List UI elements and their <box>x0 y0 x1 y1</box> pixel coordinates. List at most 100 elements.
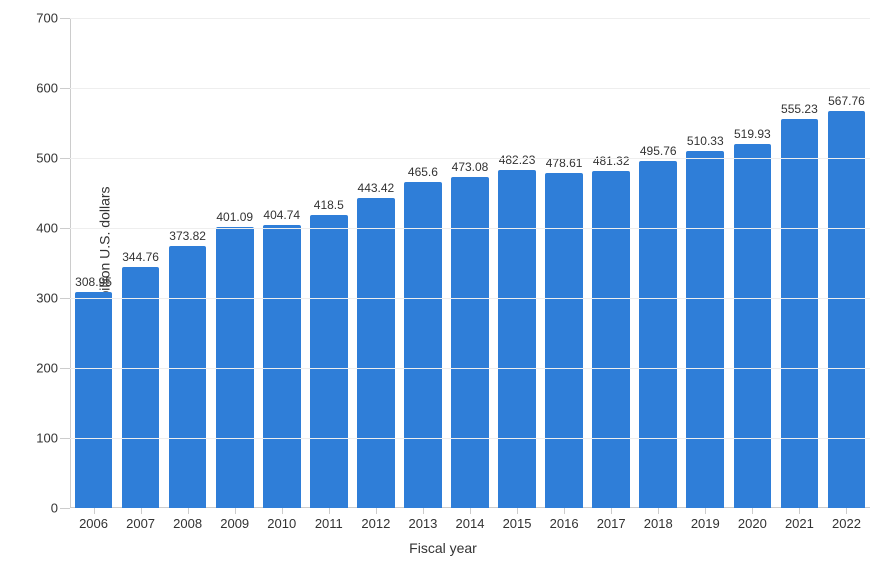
bar-value-label: 567.76 <box>818 94 874 108</box>
bar[interactable] <box>310 215 348 508</box>
y-tick <box>60 298 70 299</box>
x-tick <box>517 508 518 514</box>
y-tick <box>60 438 70 439</box>
bar[interactable] <box>592 171 630 508</box>
bar-slot: 344.762007 <box>117 18 164 508</box>
bar[interactable] <box>686 151 724 508</box>
x-tick <box>329 508 330 514</box>
bar-slot: 478.612016 <box>541 18 588 508</box>
bar[interactable] <box>169 246 207 508</box>
grid-line <box>70 368 870 369</box>
x-tick-label: 2006 <box>70 516 117 531</box>
x-tick-label: 2008 <box>164 516 211 531</box>
x-tick-label: 2019 <box>682 516 729 531</box>
y-tick <box>60 18 70 19</box>
y-tick-label: 700 <box>36 11 58 26</box>
grid-line <box>70 228 870 229</box>
bar-slot: 567.762022 <box>823 18 870 508</box>
x-tick-label: 2013 <box>399 516 446 531</box>
x-tick <box>235 508 236 514</box>
x-tick-label: 2007 <box>117 516 164 531</box>
grid-line <box>70 158 870 159</box>
bar[interactable] <box>639 161 677 508</box>
bar[interactable] <box>122 267 160 508</box>
x-tick-label: 2016 <box>541 516 588 531</box>
x-tick-label: 2011 <box>305 516 352 531</box>
bar[interactable] <box>545 173 583 508</box>
y-tick-label: 400 <box>36 221 58 236</box>
y-tick-label: 600 <box>36 81 58 96</box>
y-tick <box>60 368 70 369</box>
bar-value-label: 373.82 <box>159 229 215 243</box>
bar[interactable] <box>781 119 819 508</box>
bar-slot: 481.322017 <box>588 18 635 508</box>
bar-value-label: 443.42 <box>348 181 404 195</box>
bar-value-label: 344.76 <box>112 250 168 264</box>
x-axis-label: Fiscal year <box>0 540 886 556</box>
x-tick <box>282 508 283 514</box>
bar-slot: 555.232021 <box>776 18 823 508</box>
chart-container: Net sales in billion U.S. dollars Fiscal… <box>0 0 886 562</box>
x-tick <box>752 508 753 514</box>
x-tick <box>470 508 471 514</box>
bar-slot: 418.52011 <box>305 18 352 508</box>
x-tick-label: 2021 <box>776 516 823 531</box>
grid-line <box>70 18 870 19</box>
x-tick-label: 2015 <box>494 516 541 531</box>
bar[interactable] <box>263 225 301 508</box>
x-tick <box>376 508 377 514</box>
x-tick <box>658 508 659 514</box>
y-tick-label: 100 <box>36 431 58 446</box>
x-tick <box>94 508 95 514</box>
y-tick <box>60 158 70 159</box>
bars-group: 308.952006344.762007373.822008401.092009… <box>70 18 870 508</box>
bar-slot: 404.742010 <box>258 18 305 508</box>
grid-line <box>70 298 870 299</box>
x-tick <box>423 508 424 514</box>
bar[interactable] <box>357 198 395 508</box>
x-tick <box>188 508 189 514</box>
plot-area: 308.952006344.762007373.822008401.092009… <box>70 18 870 508</box>
x-tick-label: 2014 <box>446 516 493 531</box>
x-tick-label: 2020 <box>729 516 776 531</box>
bar-slot: 465.62013 <box>399 18 446 508</box>
bar-slot: 519.932020 <box>729 18 776 508</box>
y-tick <box>60 508 70 509</box>
bar[interactable] <box>498 170 536 508</box>
x-tick <box>799 508 800 514</box>
x-tick-label: 2017 <box>588 516 635 531</box>
bar[interactable] <box>404 182 442 508</box>
bar-value-label: 418.5 <box>301 198 357 212</box>
bar-slot: 510.332019 <box>682 18 729 508</box>
y-tick <box>60 88 70 89</box>
x-tick-label: 2012 <box>352 516 399 531</box>
bar[interactable] <box>828 111 866 508</box>
bar-slot: 308.952006 <box>70 18 117 508</box>
bar-value-label: 519.93 <box>724 127 780 141</box>
grid-line <box>70 438 870 439</box>
y-tick-label: 0 <box>51 501 58 516</box>
bar-slot: 482.232015 <box>494 18 541 508</box>
bar[interactable] <box>75 292 113 508</box>
x-tick <box>611 508 612 514</box>
x-tick-label: 2009 <box>211 516 258 531</box>
y-tick-label: 300 <box>36 291 58 306</box>
x-tick-label: 2010 <box>258 516 305 531</box>
bar[interactable] <box>451 177 489 508</box>
bar-slot: 495.762018 <box>635 18 682 508</box>
grid-line <box>70 88 870 89</box>
bar-value-label: 308.95 <box>65 275 121 289</box>
bar-slot: 373.822008 <box>164 18 211 508</box>
x-tick <box>705 508 706 514</box>
x-tick-label: 2018 <box>635 516 682 531</box>
y-tick-label: 200 <box>36 361 58 376</box>
x-tick <box>141 508 142 514</box>
bar-slot: 473.082014 <box>446 18 493 508</box>
y-tick-label: 500 <box>36 151 58 166</box>
bar-slot: 443.422012 <box>352 18 399 508</box>
x-tick-label: 2022 <box>823 516 870 531</box>
x-tick <box>564 508 565 514</box>
x-tick <box>846 508 847 514</box>
bar[interactable] <box>734 144 772 508</box>
y-tick <box>60 228 70 229</box>
